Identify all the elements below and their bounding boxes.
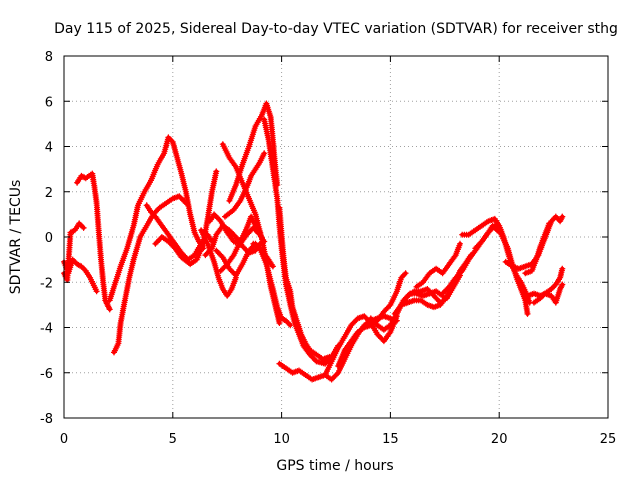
y-axis-label: SDTVAR / TECUs <box>8 180 24 295</box>
y-tick-label: 0 <box>45 231 53 246</box>
chart-title: Day 115 of 2025, Sidereal Day-to-day VTE… <box>54 21 618 37</box>
series-arc-5 <box>106 134 207 304</box>
data-series-group <box>61 100 566 383</box>
series-arc-28 <box>472 222 531 317</box>
y-tick-label: 8 <box>45 50 53 65</box>
series-markers <box>276 204 333 363</box>
series-arc-17 <box>276 204 333 363</box>
series-markers <box>250 240 294 329</box>
series-markers <box>522 220 553 277</box>
x-tick-label: 20 <box>491 432 508 447</box>
series-arc-32 <box>531 281 566 306</box>
x-tick-label: 5 <box>169 432 177 447</box>
series-markers <box>413 240 463 290</box>
series-arc-2 <box>61 220 87 283</box>
series-markers <box>322 313 400 378</box>
y-tick-label: -8 <box>40 412 53 427</box>
series-arc-30 <box>522 220 553 277</box>
y-tick-label: 4 <box>45 141 53 156</box>
y-tick-label: -6 <box>40 367 53 382</box>
series-arc-3 <box>74 170 113 313</box>
series-markers <box>335 270 409 369</box>
y-tick-label: 2 <box>45 186 53 201</box>
series-markers <box>222 150 268 220</box>
x-tick-label: 0 <box>60 432 68 447</box>
y-tick-label: -2 <box>40 276 53 291</box>
series-arc-25 <box>413 240 463 290</box>
x-axis-label: GPS time / hours <box>276 458 393 474</box>
series-arc-18 <box>250 240 294 329</box>
series-arc-20 <box>322 313 400 378</box>
series-arc-15 <box>222 150 268 220</box>
series-arc-12 <box>217 213 263 274</box>
y-tick-label: -4 <box>40 322 53 337</box>
y-tick-label: 6 <box>45 95 53 110</box>
x-tick-label: 10 <box>273 432 290 447</box>
series-markers <box>217 213 263 274</box>
series-markers <box>74 170 113 313</box>
x-tick-label: 15 <box>382 432 399 447</box>
axis-ticks: 0 5 10 15 20 25 -8 -6 -4 -2 0 2 4 6 8 <box>40 50 616 447</box>
x-tick-label: 25 <box>600 432 617 447</box>
series-markers <box>111 193 189 356</box>
series-markers <box>61 220 87 283</box>
series-markers <box>106 134 207 304</box>
series-markers <box>472 222 531 317</box>
series-arc-4 <box>111 193 189 356</box>
series-markers <box>531 281 566 306</box>
